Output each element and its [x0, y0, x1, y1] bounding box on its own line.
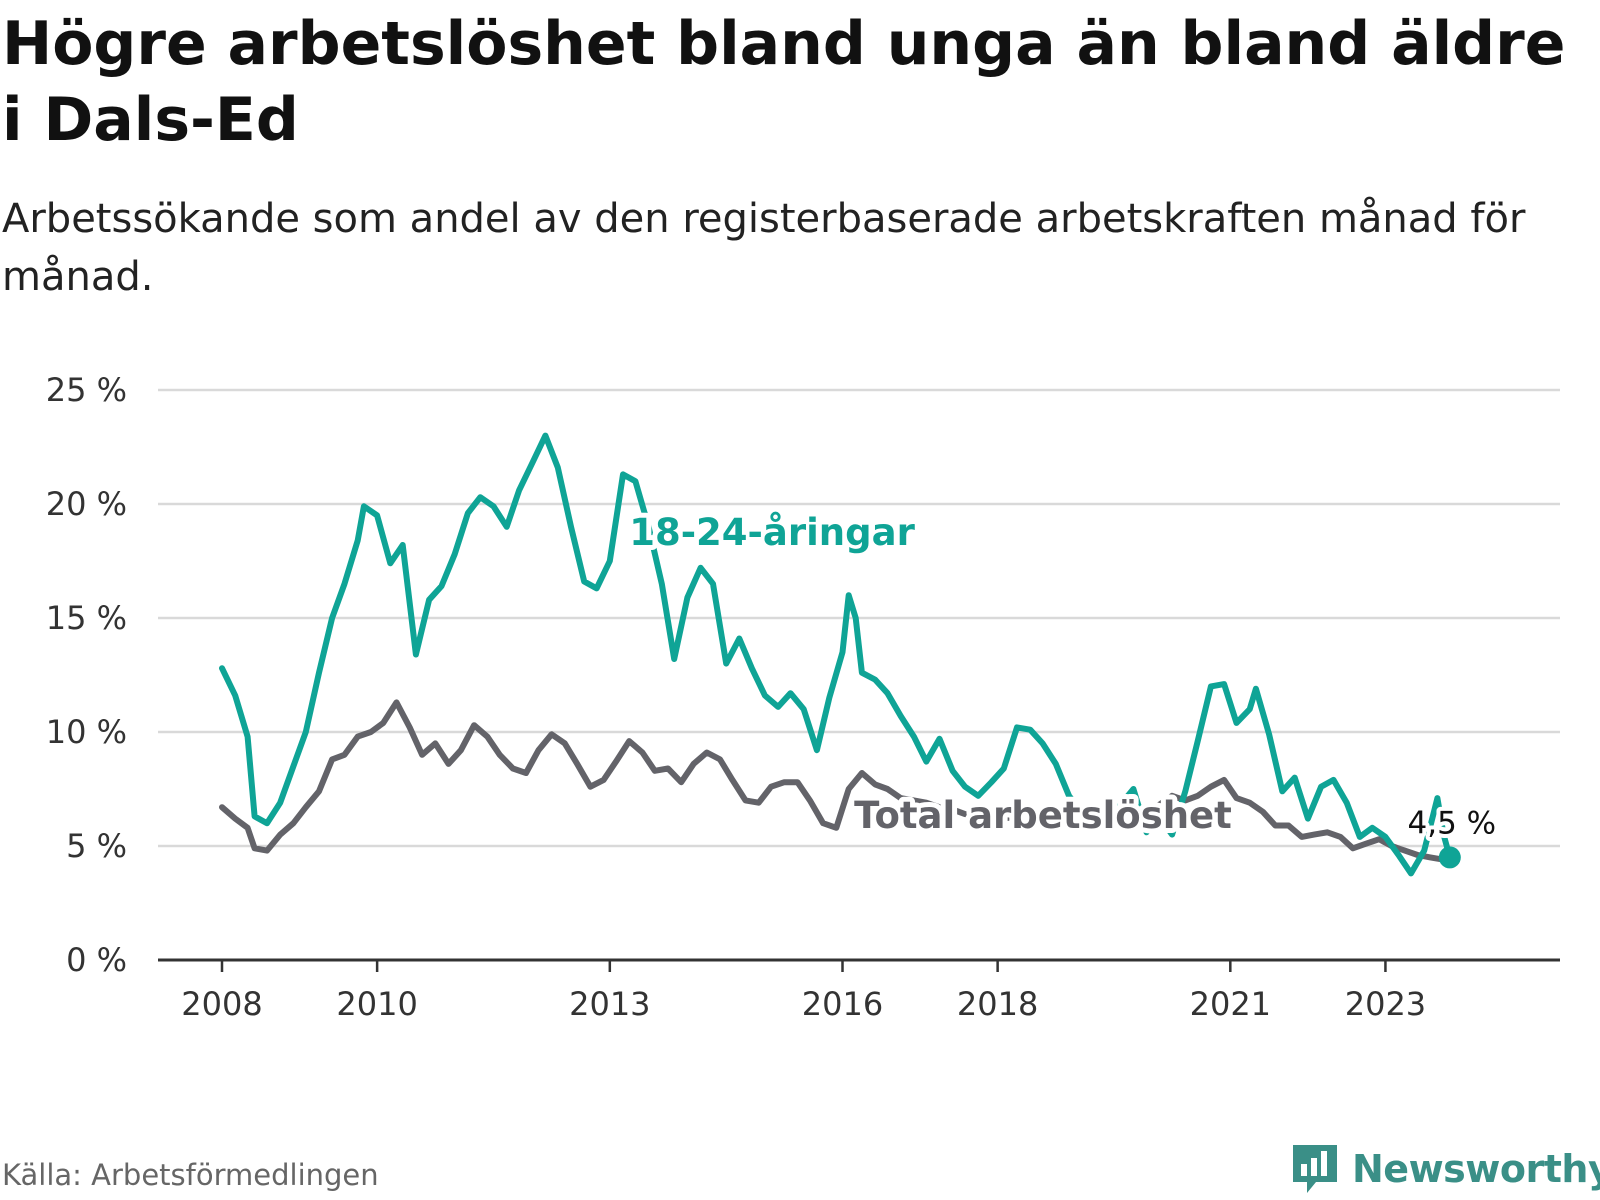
x-tick-label: 2016 — [802, 985, 883, 1023]
x-tick-label: 2008 — [181, 985, 262, 1023]
x-tick-label: 2013 — [569, 985, 650, 1023]
x-tick-label: 2010 — [336, 985, 417, 1023]
y-tick-label: 20 % — [46, 485, 127, 523]
brand-name: Newsworthy — [1352, 1147, 1600, 1191]
brand-logo: Newsworthy — [1290, 1142, 1600, 1196]
y-tick-label: 10 % — [46, 713, 127, 751]
series-line-total — [219, 699, 1453, 863]
end-value-label-halo: 4,5 % — [1408, 805, 1497, 841]
series-label-total-halo: Total arbetslöshet — [854, 794, 1232, 837]
y-tick-label: 5 % — [66, 827, 127, 865]
x-tick-label: 2021 — [1190, 985, 1271, 1023]
end-value-label: 4,5 % — [1408, 805, 1497, 841]
series-lines — [219, 432, 1461, 877]
series-line-youth — [219, 432, 1453, 877]
x-tick-label: 2023 — [1345, 985, 1426, 1023]
source-note: Källa: Arbetsförmedlingen — [2, 1158, 379, 1192]
chart-title: Högre arbetslöshet bland unga än bland ä… — [2, 9, 1566, 155]
series-label-total: Total arbetslöshet — [854, 794, 1232, 837]
series-label-youth: 18-24-åringar — [629, 511, 915, 554]
y-tick-label: 25 % — [46, 371, 127, 409]
series-label-youth-halo: 18-24-åringar — [629, 511, 915, 554]
axes: 0 % 5 % 10 % 15 % 20 % 25 % 2008 2010 2013 2016 20… — [46, 371, 1560, 1023]
x-tick-label: 2018 — [957, 985, 1038, 1023]
y-tick-label: 0 % — [66, 941, 127, 979]
chart-subtitle: Arbetssökande som andel av den registerb… — [2, 196, 1526, 300]
y-tick-label: 15 % — [46, 599, 127, 637]
grid-lines — [158, 388, 1560, 848]
end-point-marker — [1438, 846, 1461, 869]
newsworthy-icon — [1293, 1145, 1337, 1193]
